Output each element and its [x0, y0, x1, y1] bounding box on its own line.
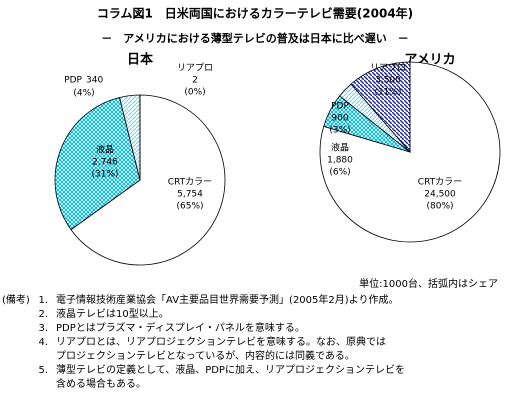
- slice-value: 1,880: [327, 156, 353, 166]
- slice-share: (80%): [426, 202, 453, 212]
- slice-value: 5,754: [177, 190, 203, 200]
- note-text: PDPとはプラズマ・ディスプレイ・パネルを意味する。: [56, 321, 305, 334]
- note-text: 薄型テレビの定義として、液晶、PDPに加え、リアプロジェクションテレビを: [56, 363, 405, 376]
- slice-share: (11%): [374, 88, 401, 98]
- note-text: プロジェクションテレビとなっているが、内容的には同義である。: [56, 349, 355, 362]
- note-text: 電子情報技術産業協会「AV主要品目世界需要予測」(2005年2月)より作成。: [56, 293, 398, 306]
- slice-value: 3,500: [375, 76, 401, 86]
- slice-name: リアプロ: [177, 63, 213, 74]
- slice-name: PDP: [331, 102, 349, 112]
- slice-share: (3%): [329, 126, 350, 136]
- note-number: 4.: [38, 337, 48, 348]
- pie-slice: [54, 97, 141, 231]
- slice-name: 液晶: [96, 144, 114, 156]
- slice-name: 液晶: [331, 142, 349, 154]
- slice-name: CRTカラー: [418, 177, 462, 188]
- slice-name: CRTカラー: [168, 177, 212, 188]
- slice-name: リアプロ: [370, 63, 406, 74]
- unit-note: 単位:1000台、括弧内はシェア: [359, 277, 498, 290]
- slice-share: (31%): [91, 170, 118, 180]
- note-text: リアプロとは、リアプロジェクションテレビを意味する。なお、原典では: [56, 335, 386, 348]
- note-number: 5.: [38, 365, 48, 376]
- slice-share: (4%): [73, 89, 94, 99]
- slice-value: 340: [86, 76, 103, 86]
- pie-slice: [350, 61, 411, 154]
- notes-label: (備考): [2, 293, 30, 306]
- slice-name: PDP: [64, 76, 82, 86]
- chart-title: コラム図1 日米両国におけるカラーテレビ需要(2004年): [97, 6, 413, 21]
- pie-slice: [70, 94, 226, 266]
- slice-share: (0%): [184, 88, 205, 98]
- slice-value: 24,500: [424, 190, 456, 200]
- chart-subtitle: － アメリカにおける薄型テレビの普及は日本に比べ遅い －: [101, 31, 408, 45]
- note-number: 3.: [38, 323, 48, 334]
- note-text: 含める場合もある。: [56, 377, 146, 390]
- note-number: 1.: [38, 295, 48, 306]
- slice-share: (65%): [176, 202, 203, 212]
- slice-value: 900: [331, 114, 348, 124]
- pie-title: 日本: [127, 52, 153, 68]
- note-text: 液晶テレビは10型以上。: [56, 307, 169, 320]
- slice-share: (6%): [329, 168, 350, 178]
- slice-value: 2,746: [92, 158, 118, 168]
- slice-value: 2: [192, 76, 198, 86]
- note-number: 2.: [38, 309, 48, 320]
